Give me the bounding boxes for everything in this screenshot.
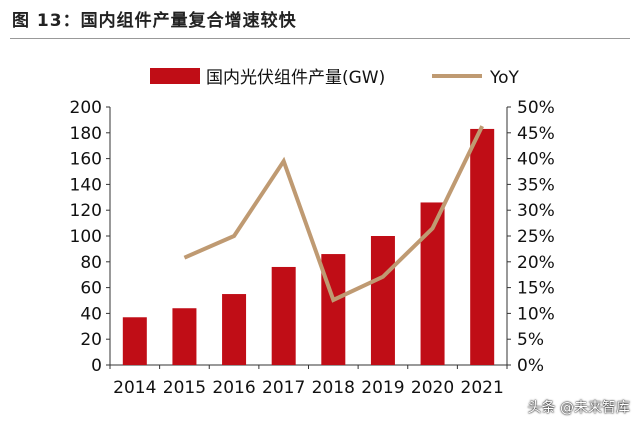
bar-2015 xyxy=(172,308,197,365)
bar-2016 xyxy=(222,294,247,365)
right-tick-label: 20% xyxy=(517,253,555,273)
bar-2019 xyxy=(370,236,395,365)
bar-2017 xyxy=(271,266,296,365)
legend-line-label: YoY xyxy=(489,68,520,88)
left-tick-label: 140 xyxy=(70,175,102,195)
left-tick-label: 80 xyxy=(80,253,102,273)
watermark: 头条 @未来智库 xyxy=(527,400,630,416)
right-tick-label: 50% xyxy=(517,98,555,118)
right-tick-label: 35% xyxy=(517,175,555,195)
legend-bar-label: 国内光伏组件产量(GW) xyxy=(206,68,385,88)
right-tick-label: 10% xyxy=(517,304,555,324)
x-tick-label: 2017 xyxy=(262,378,305,398)
x-tick-label: 2016 xyxy=(212,378,255,398)
right-tick-label: 5% xyxy=(517,330,544,350)
title-divider xyxy=(10,38,630,39)
x-tick-label: 2019 xyxy=(361,378,404,398)
left-tick-label: 180 xyxy=(70,124,102,144)
left-tick-label: 100 xyxy=(70,227,102,247)
left-tick-label: 60 xyxy=(80,279,102,299)
left-tick-label: 40 xyxy=(80,304,102,324)
left-tick-label: 0 xyxy=(91,356,102,376)
right-tick-label: 15% xyxy=(517,279,555,299)
figure-title: 图 13：国内组件产量复合增速较快 xyxy=(12,11,297,31)
left-tick-label: 120 xyxy=(70,201,102,221)
left-tick-label: 20 xyxy=(80,330,102,350)
x-tick-label: 2020 xyxy=(411,378,454,398)
right-tick-label: 0% xyxy=(517,356,544,376)
left-tick-label: 160 xyxy=(70,150,102,170)
x-tick-label: 2021 xyxy=(461,378,504,398)
x-tick-label: 2015 xyxy=(163,378,206,398)
right-tick-label: 25% xyxy=(517,227,555,247)
right-tick-label: 40% xyxy=(517,150,555,170)
bar-2021 xyxy=(470,128,495,365)
legend-bar-swatch xyxy=(150,68,200,84)
right-tick-label: 30% xyxy=(517,201,555,221)
bar-2014 xyxy=(122,317,147,365)
right-tick-label: 45% xyxy=(517,124,555,144)
x-tick-label: 2014 xyxy=(113,378,156,398)
left-tick-label: 200 xyxy=(70,98,102,118)
x-tick-label: 2018 xyxy=(312,378,355,398)
